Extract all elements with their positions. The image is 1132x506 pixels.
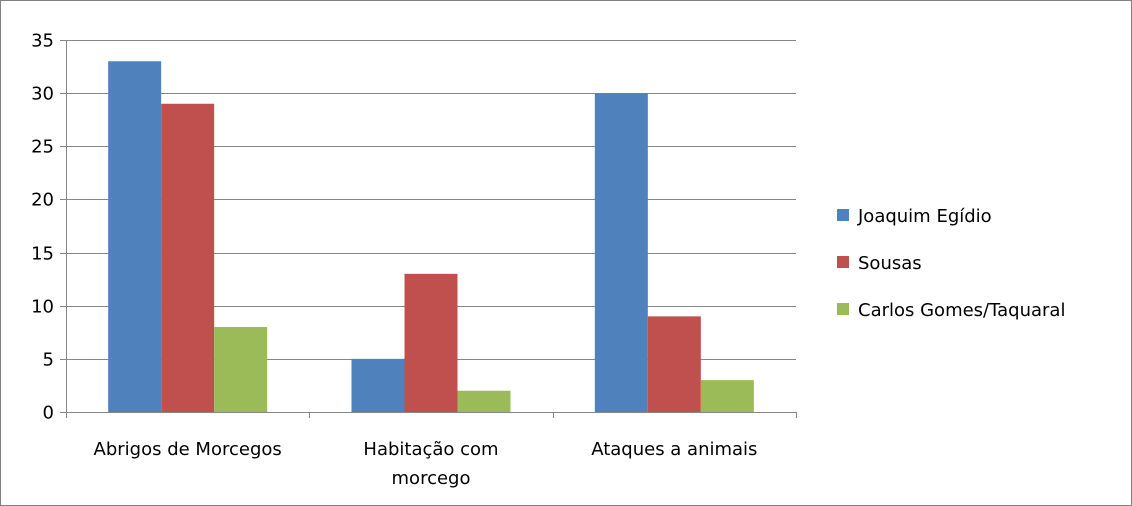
bars — [108, 61, 754, 413]
category-label-line: Ataques a animais — [591, 439, 757, 460]
bar-2-2 — [404, 273, 458, 412]
category-labels: Abrigos de Morcegos Habitação com morcego A… — [94, 439, 758, 489]
bar-1-2 — [351, 358, 405, 412]
y-tick-label: 20 — [31, 190, 54, 211]
category-label-line: Abrigos de Morcegos — [94, 439, 282, 460]
y-tick-label: 35 — [31, 31, 54, 52]
bar-3-1 — [214, 326, 268, 412]
bar-3-2 — [457, 390, 511, 412]
legend-swatch-1 — [837, 209, 849, 221]
bar-3-3 — [700, 380, 754, 412]
legend-swatch-3 — [837, 303, 849, 315]
legend-label-1: Joaquim Egídio — [857, 206, 992, 227]
y-axis-ticks: 0 5 10 15 20 25 30 35 — [31, 31, 66, 424]
bar-2-3 — [647, 316, 701, 412]
y-tick-label: 25 — [31, 137, 54, 158]
bar-2-1 — [161, 103, 215, 413]
y-tick-label: 0 — [43, 403, 54, 424]
legend: Joaquim Egídio Sousas Carlos Gomes/Taquara… — [837, 206, 1065, 321]
legend-swatch-2 — [837, 256, 849, 268]
y-tick-label: 5 — [43, 350, 54, 371]
category-label-2: Habitação com morcego — [363, 439, 498, 489]
bar-1-3 — [594, 93, 648, 413]
category-label-line: Habitação com — [363, 439, 498, 460]
bar-1-1 — [108, 61, 162, 412]
category-label-3: Ataques a animais — [591, 439, 757, 460]
category-label-line: morcego — [392, 468, 471, 489]
legend-label-3: Carlos Gomes/Taquaral — [858, 300, 1065, 321]
axes — [60, 40, 797, 418]
y-tick-label: 30 — [31, 84, 54, 105]
y-tick-label: 15 — [31, 244, 54, 265]
y-tick-label: 10 — [31, 297, 54, 318]
legend-label-2: Sousas — [858, 253, 922, 274]
category-label-1: Abrigos de Morcegos — [94, 439, 282, 460]
